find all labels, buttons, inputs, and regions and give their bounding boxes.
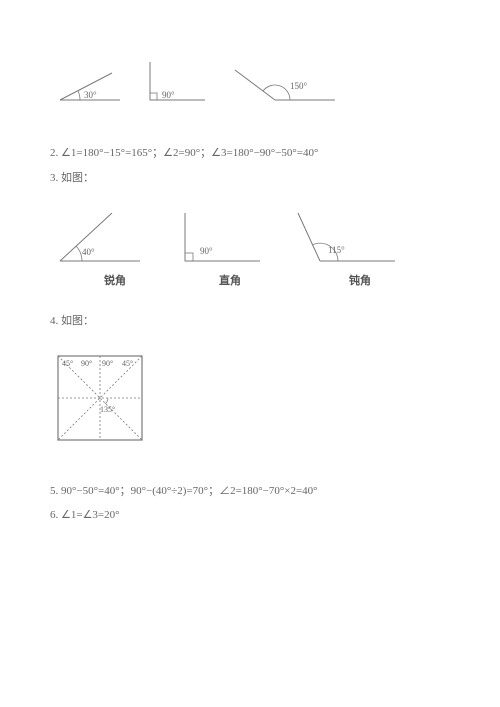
line-6: 6. ∠1=∠3=20° — [50, 507, 450, 524]
obtuse-svg: 115° — [290, 211, 400, 266]
right-svg: 90° — [170, 211, 270, 266]
figure-row-2: 40° 90° 115° — [50, 211, 450, 266]
angle-90: 90° — [140, 60, 230, 105]
sq-center: 135° — [100, 405, 115, 414]
obtuse-angle: 115° — [290, 211, 410, 266]
figure-row-1: 30° 90° 150° — [50, 60, 450, 105]
right-angle: 90° — [170, 211, 290, 266]
line-3: 3. 如图： — [50, 170, 450, 187]
figure-row-2-labels: 锐角 直角 钝角 — [50, 272, 450, 288]
square-figure: 45° 90° 90° 45° 135° — [50, 348, 450, 448]
acute-caption: 锐角 — [50, 272, 170, 288]
sq-tc1: 90° — [81, 359, 92, 368]
angle-90-label: 90° — [162, 90, 175, 100]
obtuse-caption: 钝角 — [290, 272, 410, 288]
angle-30-svg: 30° — [50, 65, 130, 105]
line-5: 5. 90°−50°=40°；90°−(40°÷2)=70°；∠2=180°−7… — [50, 483, 450, 500]
sq-tl: 45° — [62, 359, 73, 368]
line-4: 4. 如图： — [50, 313, 450, 330]
square-svg: 45° 90° 90° 45° 135° — [50, 348, 150, 448]
acute-angle: 40° — [50, 211, 170, 266]
angle-150: 150° — [230, 65, 340, 105]
right-label: 90° — [200, 246, 213, 256]
acute-svg: 40° — [50, 211, 150, 266]
obtuse-label: 115° — [328, 245, 345, 255]
sq-tr: 45° — [122, 359, 133, 368]
angle-150-label: 150° — [290, 81, 308, 91]
angle-30-label: 30° — [84, 90, 97, 100]
angle-90-svg: 90° — [140, 60, 220, 105]
line-2: 2. ∠1=180°−15°=165°；∠2=90°；∠3=180°−90°−5… — [50, 145, 450, 162]
angle-30: 30° — [50, 65, 140, 105]
sq-tc2: 90° — [102, 359, 113, 368]
angle-150-svg: 150° — [230, 65, 340, 105]
acute-label: 40° — [82, 247, 95, 257]
right-caption: 直角 — [170, 272, 290, 288]
